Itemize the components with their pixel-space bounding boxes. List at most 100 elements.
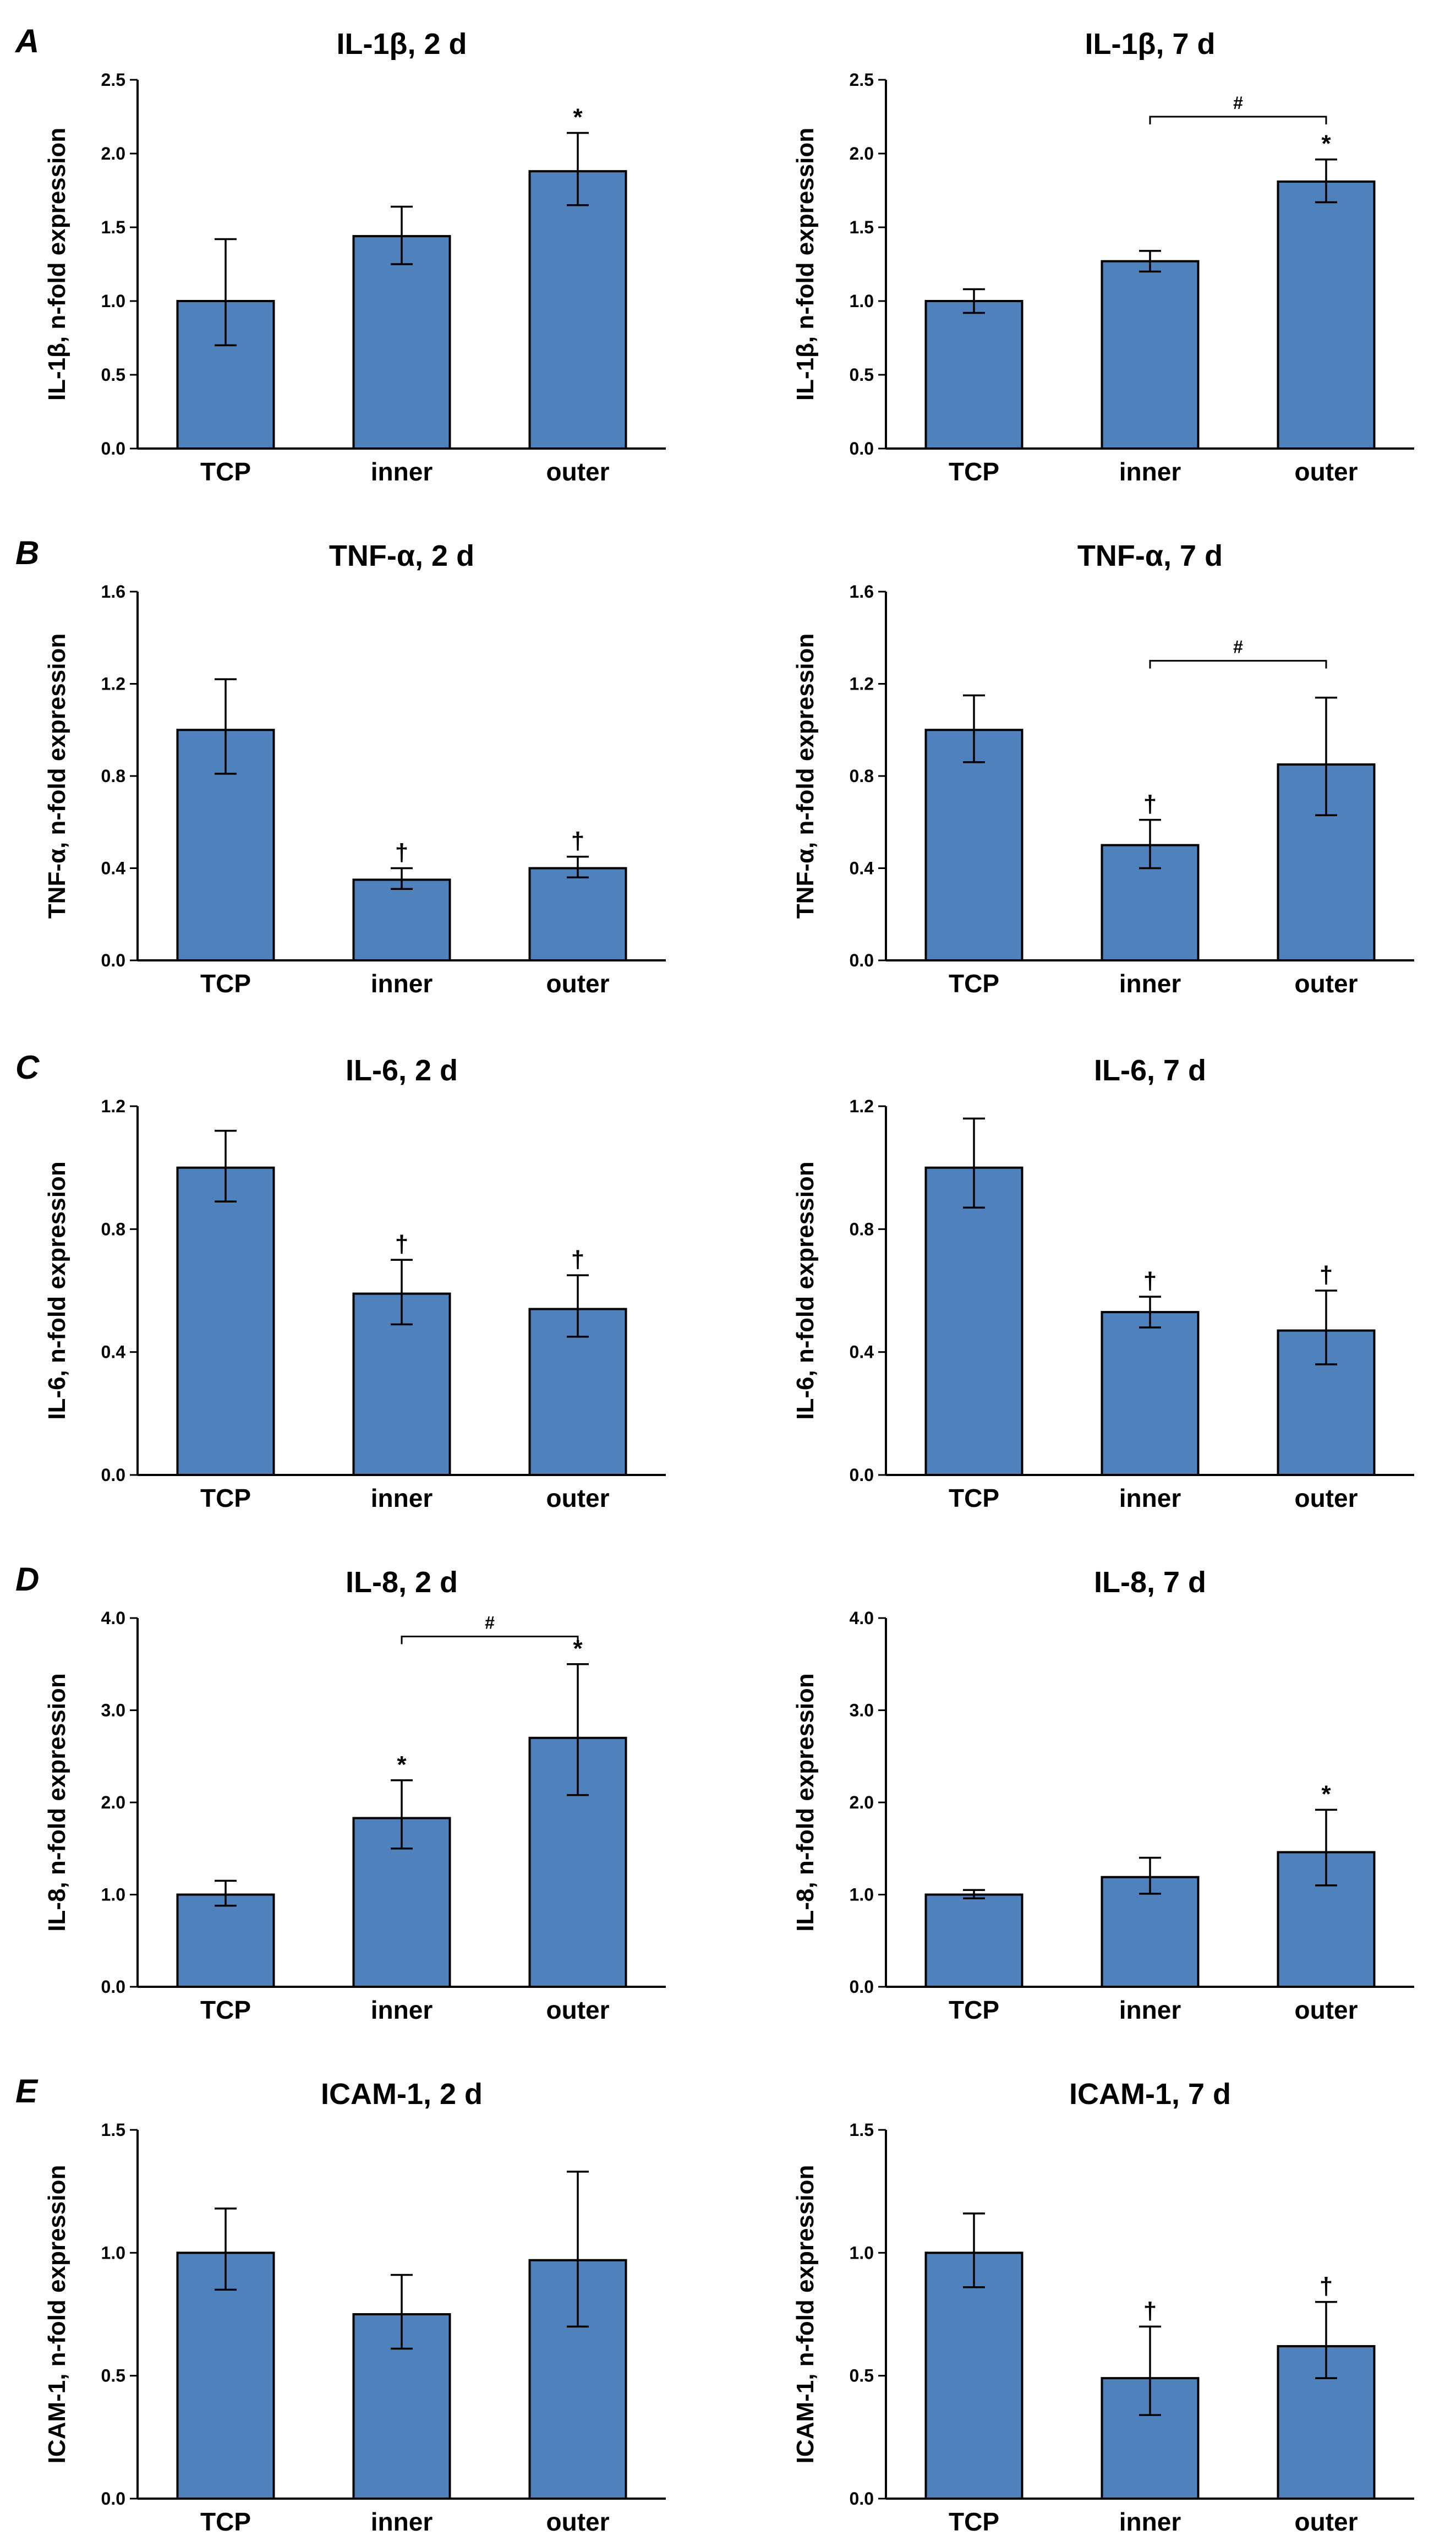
comparison-bracket [1149,116,1327,124]
y-tick-label: 0.8 [850,1219,874,1239]
chart-il6-7d: IL-6, 7 d IL-6, n-fold expression 0.0 0.4 0.… [792,1054,1414,1512]
bar-TCP [924,1166,1023,1477]
y-tick-label: 2.0 [101,1793,125,1812]
y-tick-label: 4.0 [850,1608,874,1628]
significance-marker: * [1321,130,1331,157]
chart-title: IL-1β, 7 d [1085,28,1216,61]
y-tick-label: 1.5 [101,217,125,237]
y-axis-label: TNF-α, n-fold expression [792,633,819,919]
y-tick-label: 1.0 [850,1885,874,1905]
y-tick-label: 1.0 [850,2243,874,2263]
bar-TCP [176,1166,275,1477]
y-tick-label: 0.5 [101,2366,125,2386]
y-tick-label: 0.0 [850,1977,874,1997]
y-axis-label: IL-1β, n-fold expression [792,128,819,401]
bar-TCP [176,1893,275,1988]
y-axis-label: IL-8, n-fold expression [43,1673,70,1931]
bracket-label: # [1233,637,1243,657]
x-tick-label: inner [371,1996,433,2024]
chart-title: IL-8, 2 d [346,1566,458,1599]
y-tick-label: 0.8 [850,766,874,786]
x-tick-label: inner [1119,1484,1181,1512]
x-tick-label: TCP [200,457,251,486]
bracket-label: # [485,1613,495,1633]
panel-letter-b: B [15,534,39,571]
y-tick-label: 0.0 [101,1465,125,1485]
bar-inner [352,878,451,961]
y-axis-label: IL-6, n-fold expression [792,1161,819,1419]
x-tick-label: inner [1119,2507,1181,2536]
x-tick-label: TCP [949,1484,999,1512]
y-tick-label: 1.0 [101,291,125,311]
y-tick-label: 0.0 [850,2489,874,2509]
y-tick-label: 1.2 [850,1096,874,1116]
significance-marker: † [395,839,408,866]
bar-TCP [924,729,1023,961]
y-tick-label: 0.5 [850,365,874,385]
significance-marker: † [1143,791,1157,818]
chart-title: ICAM-1, 2 d [321,2078,483,2111]
x-tick-label: inner [371,1484,433,1512]
y-tick-label: 1.5 [850,217,874,237]
x-tick-label: inner [1119,457,1181,486]
chart-il8-7d: IL-8, 7 d IL-8, n-fold expression 0.0 1.0 2.… [792,1566,1414,2024]
chart-icam1-7d: ICAM-1, 7 d ICAM-1, n-fold expression 0.0 0… [792,2078,1414,2536]
bar-inner [1101,1311,1200,1476]
x-tick-label: outer [1295,1996,1358,2024]
y-tick-label: 0.8 [101,1219,125,1239]
chart-il1b-7d: IL-1β, 7 d IL-1β, n-fold expression 0.0 0.5… [792,28,1414,486]
y-tick-label: 1.2 [850,674,874,694]
x-tick-label: TCP [949,2507,999,2536]
y-tick-label: 1.2 [101,674,125,694]
y-tick-label: 0.0 [101,2489,125,2509]
y-tick-label: 0.0 [850,950,874,970]
x-tick-label: outer [1295,969,1358,998]
y-tick-label: 0.5 [101,365,125,385]
y-tick-label: 0.4 [101,859,126,878]
chart-title: TNF-α, 7 d [1077,539,1223,572]
y-tick-label: 2.0 [101,144,125,163]
bar-outer [1277,180,1376,450]
x-tick-label: TCP [949,457,999,486]
comparison-bracket [1149,660,1327,669]
y-tick-label: 0.8 [101,766,125,786]
y-tick-label: 1.5 [850,2120,874,2140]
bar-TCP [924,1893,1023,1988]
y-axis-label: ICAM-1, n-fold expression [43,2165,70,2464]
significance-marker: * [573,103,583,130]
y-tick-label: 2.0 [850,144,874,163]
chart-title: IL-6, 7 d [1094,1054,1206,1087]
significance-marker: * [573,1635,583,1662]
bar-outer [528,867,627,961]
y-tick-label: 0.0 [850,439,874,458]
chart-title: IL-1β, 2 d [337,28,467,61]
x-tick-label: inner [371,2507,433,2536]
x-tick-label: TCP [949,969,999,998]
x-tick-label: TCP [200,1996,251,2024]
y-tick-label: 2.5 [850,70,874,90]
x-tick-label: outer [546,2507,610,2536]
bar-outer [528,170,627,450]
y-axis-label: IL-8, n-fold expression [792,1673,819,1931]
y-tick-label: 2.0 [850,1793,874,1812]
x-tick-label: outer [1295,1484,1358,1512]
chart-title: IL-8, 7 d [1094,1566,1206,1599]
y-tick-label: 2.5 [101,70,125,90]
chart-title: IL-6, 2 d [346,1054,458,1087]
bar-TCP [924,2252,1023,2500]
chart-tnfa-7d: TNF-α, 7 d TNF-α, n-fold expression 0.0 0.4… [792,539,1414,998]
y-tick-label: 1.0 [101,1885,125,1905]
significance-marker: † [571,1246,584,1273]
y-axis-label: TNF-α, n-fold expression [43,633,70,919]
y-tick-label: 1.2 [101,1096,125,1116]
significance-marker: † [395,1231,408,1258]
y-tick-label: 3.0 [101,1701,125,1720]
bracket-label: # [1233,93,1243,113]
y-tick-label: 4.0 [101,1608,125,1628]
y-tick-label: 1.5 [101,2120,125,2140]
chart-il1b-2d: IL-1β, 2 d IL-1β, n-fold expression 0.0 0.5… [43,28,666,486]
chart-title: ICAM-1, 7 d [1069,2078,1231,2111]
y-axis-label: IL-6, n-fold expression [43,1161,70,1419]
x-tick-label: outer [1295,457,1358,486]
